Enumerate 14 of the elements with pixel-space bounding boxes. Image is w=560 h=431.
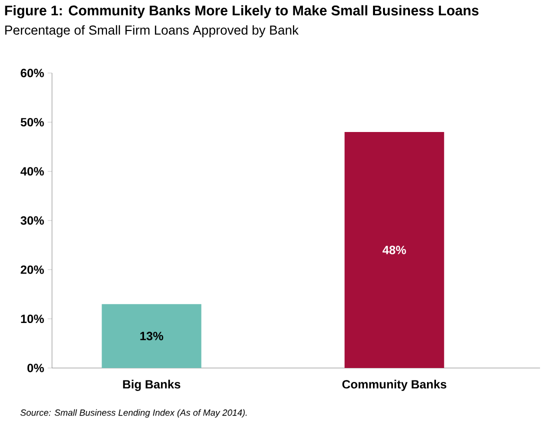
data-label: 48% [382, 246, 406, 254]
y-tick-label: 10% [21, 314, 44, 324]
data-label: 13% [140, 332, 164, 340]
y-tick-label: 30% [20, 216, 44, 225]
source-note: Source: Small Business Lending Index (As of May 2014). [20, 409, 247, 418]
y-tick-label: 50% [20, 118, 44, 126]
y-tick-label: 40% [20, 167, 44, 176]
x-tick-label: Community Banks [342, 380, 446, 391]
chart-subtitle: Percentage of Small Firm Loans Approved by Bank [5, 25, 299, 38]
y-tick-label: 60% [20, 68, 44, 78]
y-tick-label: 0% [27, 364, 44, 372]
chart-title: Figure 1: Community Banks More Likely to Make Small Business Loans [5, 5, 478, 18]
x-tick-label: Big Banks [123, 380, 180, 391]
y-tick-label: 20% [20, 265, 44, 274]
